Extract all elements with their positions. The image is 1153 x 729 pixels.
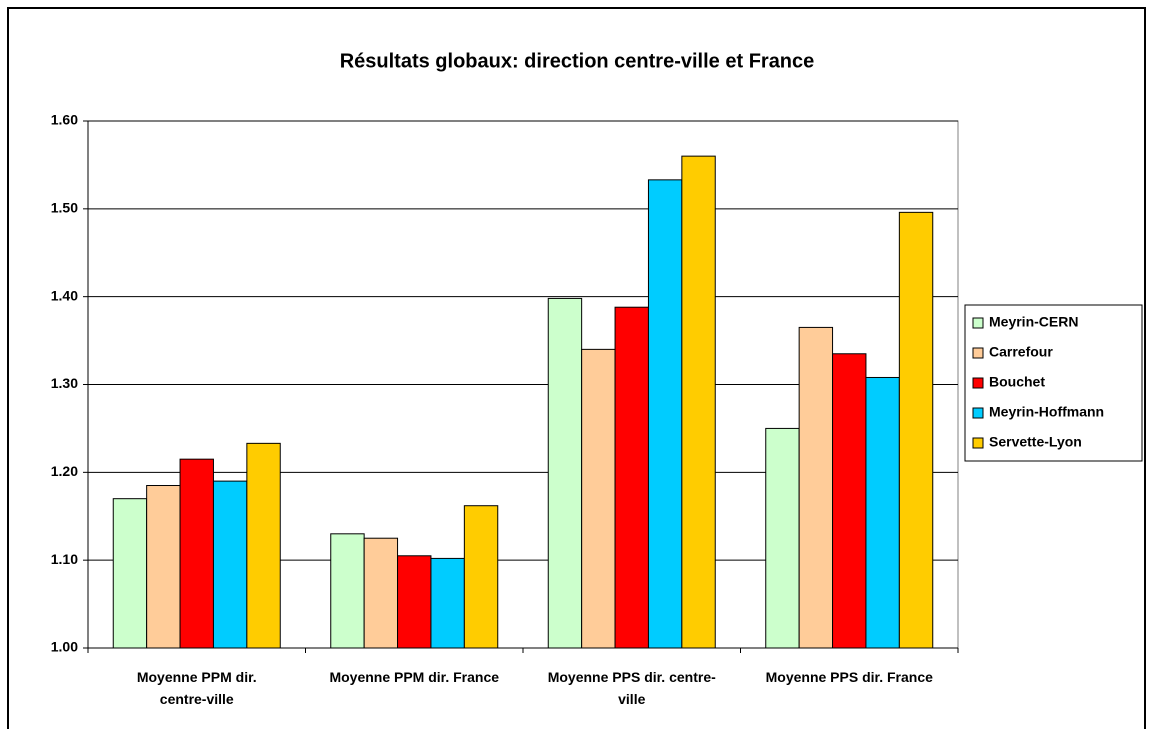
bar [463, 505, 499, 649]
legend-swatch [972, 317, 984, 329]
y-tick-label: 1.30 [51, 375, 78, 391]
x-tick-label: Moyenne PPM dir. France [329, 669, 500, 685]
chart-title: Résultats globaux: direction centre-vill… [340, 50, 815, 72]
y-tick-label: 1.20 [51, 463, 78, 479]
legend-label: Carrefour [989, 344, 1053, 360]
x-tick-label: Moyenne PPS dir. centre-ville [547, 669, 716, 707]
bar [330, 533, 365, 649]
bar [179, 458, 214, 649]
bar [212, 480, 248, 649]
bar [765, 427, 800, 649]
bar [865, 376, 900, 649]
legend-label: Bouchet [989, 374, 1045, 390]
bar [112, 498, 148, 649]
legend-swatch [972, 347, 984, 359]
y-tick-label: 1.60 [51, 112, 78, 128]
bar [581, 348, 616, 649]
bar [898, 211, 934, 649]
legend-label: Meyrin-CERN [989, 314, 1078, 330]
bar [547, 297, 583, 649]
legend-label: Servette-Lyon [989, 434, 1082, 450]
bar [832, 353, 867, 649]
legend-label: Meyrin-Hoffmann [989, 404, 1104, 420]
legend-swatch [972, 437, 984, 449]
bar [363, 537, 399, 649]
bar [647, 179, 683, 649]
legend-box [964, 304, 1143, 462]
y-tick-label: 1.50 [51, 200, 78, 216]
chart-frame [7, 7, 1146, 729]
y-tick-label: 1.40 [51, 287, 78, 303]
legend-swatch [972, 377, 984, 389]
bar [146, 485, 181, 649]
x-tick-label: Moyenne PPM dir. centre-ville [136, 669, 257, 707]
y-tick-label: 1.00 [51, 639, 78, 655]
bar [681, 155, 716, 649]
bar [614, 306, 649, 649]
bar [246, 442, 281, 649]
bar [798, 326, 834, 649]
bar [430, 557, 465, 649]
y-tick-label: 1.10 [51, 551, 78, 567]
legend-swatch [972, 407, 984, 419]
bar [397, 555, 432, 649]
x-tick-label: Moyenne PPS dir. France [765, 669, 933, 685]
